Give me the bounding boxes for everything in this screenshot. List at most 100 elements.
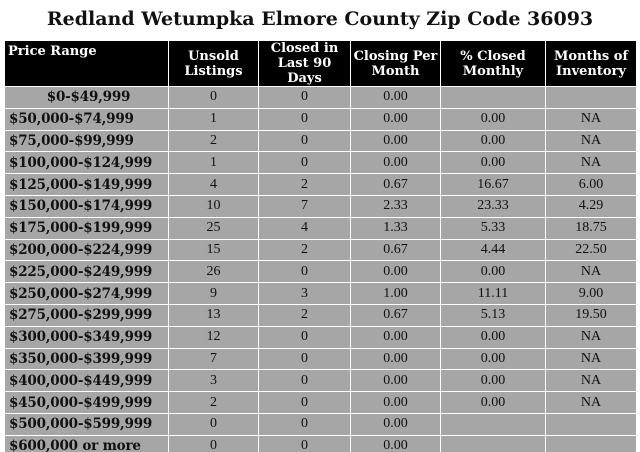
- cell: 3: [258, 282, 351, 305]
- cell: 2: [168, 129, 259, 153]
- table-row: $300,000-$349,999 12 0 0.00 0.00 NA: [4, 325, 637, 349]
- cell: 7: [168, 347, 259, 371]
- table-row: $275,000-$299,999 13 2 0.67 5.13 19.50: [4, 303, 637, 327]
- cell: 0.00: [440, 151, 546, 175]
- cell: 22.50: [545, 238, 637, 262]
- cell: NA: [545, 369, 637, 393]
- cell: 3: [168, 369, 259, 393]
- cell: 4: [168, 173, 259, 196]
- cell: 0.00: [350, 86, 441, 109]
- price-range: $0-$49,999: [4, 86, 169, 109]
- price-range: $300,000-$349,999: [4, 325, 169, 349]
- table-row: $350,000-$399,999 7 0 0.00 0.00 NA: [4, 347, 637, 371]
- cell: 0.00: [350, 260, 441, 284]
- cell: 0.00: [350, 151, 441, 175]
- table-row: $500,000-$599,999 0 0 0.00: [4, 412, 637, 436]
- cell: 0: [258, 86, 351, 109]
- cell: 0.00: [350, 434, 441, 452]
- price-range: $225,000-$249,999: [4, 260, 169, 284]
- cell: 23.33: [440, 194, 546, 218]
- cell: 0.00: [440, 391, 546, 414]
- cell: 2: [258, 303, 351, 327]
- cell: 0: [258, 412, 351, 436]
- title: Redland Wetumpka Elmore County Zip Code …: [46, 8, 594, 30]
- cell: 0.00: [440, 325, 546, 349]
- cell: NA: [545, 347, 637, 371]
- price-range: $275,000-$299,999: [4, 303, 169, 327]
- table-row: $0-$49,999 0 0 0.00: [4, 86, 637, 109]
- cell: 0.00: [350, 391, 441, 414]
- cell: 2.33: [350, 194, 441, 218]
- cell: 5.13: [440, 303, 546, 327]
- price-range: $100,000-$124,999: [4, 151, 169, 175]
- table-row: $450,000-$499,999 2 0 0.00 0.00 NA: [4, 391, 637, 414]
- price-range: $500,000-$599,999: [4, 412, 169, 436]
- empty-cell: [440, 86, 546, 109]
- cell: 5.33: [440, 216, 546, 240]
- cell: 11.11: [440, 282, 546, 305]
- cell: 18.75: [545, 216, 637, 240]
- header-row: Price Range Unsold Listings Closed in Last…: [4, 40, 637, 87]
- cell: 7: [258, 194, 351, 218]
- column-header: Price Range: [4, 40, 169, 87]
- column-header: % Closed Monthly: [440, 40, 546, 87]
- cell: 0: [258, 369, 351, 393]
- cell: 4: [258, 216, 351, 240]
- table-row: $225,000-$249,999 26 0 0.00 0.00 NA: [4, 260, 637, 284]
- cell: NA: [545, 129, 637, 153]
- table-row: $75,000-$99,999 2 0 0.00 0.00 NA: [4, 129, 637, 153]
- cell: 0.67: [350, 173, 441, 196]
- cell: 0.00: [440, 347, 546, 371]
- cell: NA: [545, 260, 637, 284]
- cell: 1.33: [350, 216, 441, 240]
- column-header: Unsold Listings: [168, 40, 259, 87]
- table-row: $100,000-$124,999 1 0 0.00 0.00 NA: [4, 151, 637, 175]
- price-range: $400,000-$449,999: [4, 369, 169, 393]
- cell: 0: [258, 325, 351, 349]
- cell: NA: [545, 391, 637, 414]
- cell: 16.67: [440, 173, 546, 196]
- column-header: Closing Per Month: [350, 40, 441, 87]
- cell: 0.00: [440, 107, 546, 131]
- cell: 0.00: [440, 260, 546, 284]
- cell: 9.00: [545, 282, 637, 305]
- cell: 9: [168, 282, 259, 305]
- cell: 13: [168, 303, 259, 327]
- column-header: Closed in Last 90 Days: [258, 40, 351, 87]
- cell: 2: [168, 391, 259, 414]
- cell: 19.50: [545, 303, 637, 327]
- data-table: Price Range Unsold Listings Closed in Last…: [4, 40, 637, 452]
- table-row: $175,000-$199,999 25 4 1.33 5.33 18.75: [4, 216, 637, 240]
- cell: 0: [258, 129, 351, 153]
- cell: 0: [258, 151, 351, 175]
- cell: 0: [258, 107, 351, 131]
- table-row: $125,000-$149,999 4 2 0.67 16.67 6.00: [4, 173, 637, 196]
- price-range: $50,000-$74,999: [4, 107, 169, 131]
- price-range: $250,000-$274,999: [4, 282, 169, 305]
- cell: 0.67: [350, 238, 441, 262]
- column-header: Months of Inventory: [545, 40, 637, 87]
- cell: 0: [258, 260, 351, 284]
- table-row: $250,000-$274,999 9 3 1.00 11.11 9.00: [4, 282, 637, 305]
- cell: 2: [258, 173, 351, 196]
- table-row: $600,000 or more 0 0 0.00: [4, 434, 637, 452]
- cell: 0.00: [350, 369, 441, 393]
- cell: 1.00: [350, 282, 441, 305]
- cell: 0: [258, 391, 351, 414]
- price-range: $600,000 or more: [4, 434, 169, 452]
- cell: 6.00: [545, 173, 637, 196]
- empty-cell: [545, 434, 637, 452]
- cell: 0.00: [350, 129, 441, 153]
- table-row: $50,000-$74,999 1 0 0.00 0.00 NA: [4, 107, 637, 131]
- cell: 15: [168, 238, 259, 262]
- cell: 0.00: [350, 347, 441, 371]
- cell: 0.00: [440, 369, 546, 393]
- price-range: $450,000-$499,999: [4, 391, 169, 414]
- cell: 0: [168, 412, 259, 436]
- cell: 4.44: [440, 238, 546, 262]
- empty-cell: [545, 412, 637, 436]
- cell: 0.00: [350, 412, 441, 436]
- table-row: $150,000-$174,999 10 7 2.33 23.33 4.29: [4, 194, 637, 218]
- cell: 2: [258, 238, 351, 262]
